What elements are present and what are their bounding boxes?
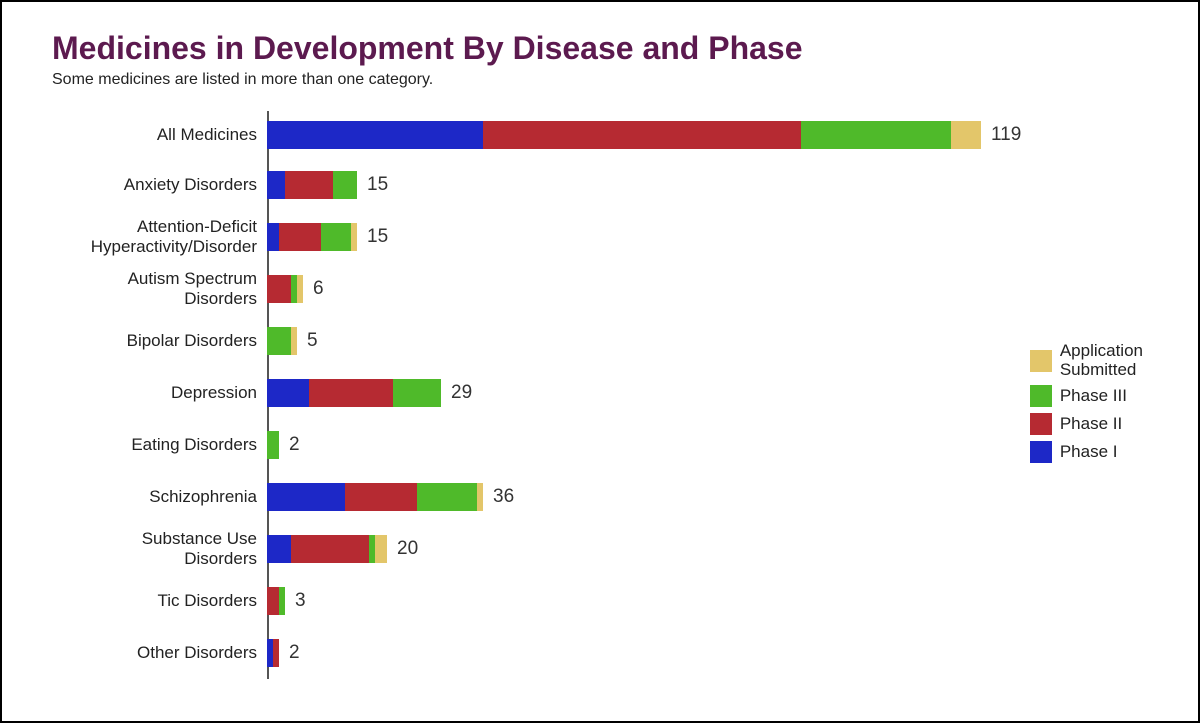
bar-segment-phase3 xyxy=(393,379,441,407)
bar-area: 29 xyxy=(267,367,1158,419)
category-label: Depression xyxy=(52,383,267,403)
bar-segment-phase2 xyxy=(345,483,417,511)
bar-stack xyxy=(267,223,357,251)
bar-segment-phase3 xyxy=(333,171,357,199)
bar-total-label: 119 xyxy=(981,124,1021,146)
bar-area: 36 xyxy=(267,471,1158,523)
legend-label: Phase III xyxy=(1060,387,1127,406)
bar-segment-application_submitted xyxy=(951,121,981,149)
bar-area: 6 xyxy=(267,263,1158,315)
bar-row: Autism SpectrumDisorders 6 xyxy=(52,263,1158,315)
legend-swatch xyxy=(1030,441,1052,463)
bar-segment-phase2 xyxy=(285,171,333,199)
bar-stack xyxy=(267,121,981,149)
legend-label: Phase II xyxy=(1060,415,1122,434)
bar-stack xyxy=(267,327,297,355)
legend: ApplicationSubmitted Phase III Phase II Pha… xyxy=(1030,342,1143,469)
bar-area: 2 xyxy=(267,419,1158,471)
bar-stack xyxy=(267,431,279,459)
bar-total-label: 5 xyxy=(297,330,318,352)
bar-total-label: 36 xyxy=(483,486,514,508)
bar-segment-phase1 xyxy=(267,223,279,251)
chart-title: Medicines in Development By Disease and … xyxy=(52,30,1158,67)
bar-row: Attention-DeficitHyperactivity/Disorder 1… xyxy=(52,211,1158,263)
bar-row: Tic Disorders 3 xyxy=(52,575,1158,627)
bar-stack xyxy=(267,275,303,303)
legend-swatch xyxy=(1030,413,1052,435)
legend-item: Phase III xyxy=(1030,385,1143,407)
bar-area: 5 xyxy=(267,315,1158,367)
bar-stack xyxy=(267,171,357,199)
category-label: Eating Disorders xyxy=(52,435,267,455)
category-label: Attention-DeficitHyperactivity/Disorder xyxy=(52,217,267,256)
bar-total-label: 15 xyxy=(357,226,388,248)
bar-segment-phase2 xyxy=(267,587,279,615)
bar-stack xyxy=(267,483,483,511)
bar-area: 20 xyxy=(267,523,1158,575)
chart-frame: Medicines in Development By Disease and … xyxy=(0,0,1200,723)
bar-row: All Medicines 119 xyxy=(52,111,1158,159)
bar-area: 3 xyxy=(267,575,1158,627)
bar-stack xyxy=(267,587,285,615)
stacked-bar-chart: All Medicines119Anxiety Disorders15Atten… xyxy=(52,111,1158,679)
bar-segment-phase2 xyxy=(291,535,369,563)
legend-label: Phase I xyxy=(1060,443,1118,462)
bar-total-label: 15 xyxy=(357,174,388,196)
bar-row: Schizophrenia 36 xyxy=(52,471,1158,523)
bar-segment-phase3 xyxy=(267,327,291,355)
bar-area: 15 xyxy=(267,159,1158,211)
bar-area: 2 xyxy=(267,627,1158,679)
bar-segment-phase1 xyxy=(267,535,291,563)
chart-subtitle: Some medicines are listed in more than o… xyxy=(52,71,1158,89)
bar-segment-phase2 xyxy=(279,223,321,251)
bar-total-label: 3 xyxy=(285,590,306,612)
legend-label: ApplicationSubmitted xyxy=(1060,342,1143,379)
bar-stack xyxy=(267,639,279,667)
bar-area: 119 xyxy=(267,111,1158,159)
legend-swatch xyxy=(1030,385,1052,407)
bar-row: Anxiety Disorders 15 xyxy=(52,159,1158,211)
legend-item: Phase I xyxy=(1030,441,1143,463)
bar-segment-phase1 xyxy=(267,483,345,511)
bar-total-label: 6 xyxy=(303,278,324,300)
bar-row: Eating Disorders 2 xyxy=(52,419,1158,471)
bar-segment-phase3 xyxy=(801,121,951,149)
bar-segment-phase2 xyxy=(483,121,801,149)
bar-segment-phase3 xyxy=(417,483,477,511)
bar-row: Other Disorders 2 xyxy=(52,627,1158,679)
bar-segment-phase3 xyxy=(267,431,279,459)
bar-stack xyxy=(267,535,387,563)
category-label: Bipolar Disorders xyxy=(52,331,267,351)
category-label: Schizophrenia xyxy=(52,487,267,507)
bar-row: Depression 29 xyxy=(52,367,1158,419)
bar-segment-phase1 xyxy=(267,379,309,407)
bar-area: 15 xyxy=(267,211,1158,263)
bar-total-label: 20 xyxy=(387,538,418,560)
bar-segment-phase1 xyxy=(267,171,285,199)
bar-row: Substance UseDisorders 20 xyxy=(52,523,1158,575)
bar-segment-phase2 xyxy=(309,379,393,407)
bar-segment-application_submitted xyxy=(375,535,387,563)
bar-segment-phase3 xyxy=(321,223,351,251)
category-label: All Medicines xyxy=(52,125,267,145)
category-label: Tic Disorders xyxy=(52,591,267,611)
legend-item: ApplicationSubmitted xyxy=(1030,342,1143,379)
category-label: Autism SpectrumDisorders xyxy=(52,269,267,308)
bar-total-label: 29 xyxy=(441,382,472,404)
bar-total-label: 2 xyxy=(279,434,300,456)
legend-swatch xyxy=(1030,350,1052,372)
bar-segment-phase2 xyxy=(267,275,291,303)
bar-total-label: 2 xyxy=(279,642,300,664)
bar-segment-phase1 xyxy=(267,121,483,149)
category-label: Substance UseDisorders xyxy=(52,529,267,568)
legend-item: Phase II xyxy=(1030,413,1143,435)
category-label: Anxiety Disorders xyxy=(52,175,267,195)
bar-row: Bipolar Disorders 5 xyxy=(52,315,1158,367)
category-label: Other Disorders xyxy=(52,643,267,663)
bar-stack xyxy=(267,379,441,407)
